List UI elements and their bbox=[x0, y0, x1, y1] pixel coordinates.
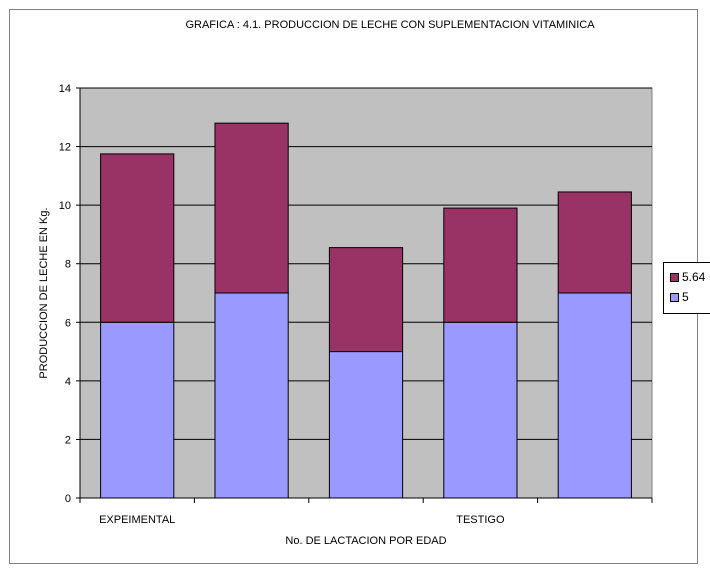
legend-item-5-64: 5.64 bbox=[670, 270, 705, 284]
chart-title: GRAFICA : 4.1. PRODUCCION DE LECHE CON S… bbox=[185, 19, 595, 31]
y-tick-label: 0 bbox=[65, 493, 71, 505]
y-tick-label: 14 bbox=[59, 83, 71, 95]
bars bbox=[100, 122, 632, 499]
legend-swatch-5 bbox=[670, 292, 679, 302]
bar-segment-series-0 bbox=[557, 292, 632, 499]
y-tick-label: 8 bbox=[65, 259, 71, 271]
y-tick-label: 2 bbox=[65, 434, 71, 446]
x-axis-label: No. DE LACTACION POR EDAD bbox=[285, 535, 446, 547]
bar-segment-series-1 bbox=[214, 122, 289, 294]
legend: 5.64 5 bbox=[663, 262, 710, 314]
y-tick-label: 6 bbox=[65, 317, 71, 329]
bar-segment-series-1 bbox=[557, 191, 632, 294]
legend-label-5-64: 5.64 bbox=[682, 270, 706, 284]
x-category-label: EXPEIMENTAL bbox=[99, 514, 175, 526]
y-tick-label: 4 bbox=[65, 376, 71, 388]
bar-segment-series-1 bbox=[328, 247, 404, 353]
y-tick-label: 10 bbox=[59, 200, 71, 212]
legend-swatch-5-64 bbox=[670, 272, 679, 282]
y-axis-label: PRODUCCION DE LECHE EN Kg. bbox=[38, 207, 50, 378]
bar-segment-series-1 bbox=[443, 207, 518, 323]
bar-segment-series-0 bbox=[328, 351, 404, 499]
axes: 0 2 4 6 8 10 12 14 EXPEIMENTAL TESTIGO bbox=[59, 83, 653, 526]
y-tick-label: 12 bbox=[59, 142, 71, 154]
x-category-label: TESTIGO bbox=[456, 514, 505, 526]
bar-segment-series-0 bbox=[443, 321, 518, 499]
bar-segment-series-1 bbox=[100, 153, 175, 323]
legend-label-5: 5 bbox=[682, 290, 689, 304]
bar-segment-series-0 bbox=[214, 292, 289, 499]
legend-item-5: 5 bbox=[670, 290, 689, 304]
bar-segment-series-0 bbox=[100, 321, 175, 499]
